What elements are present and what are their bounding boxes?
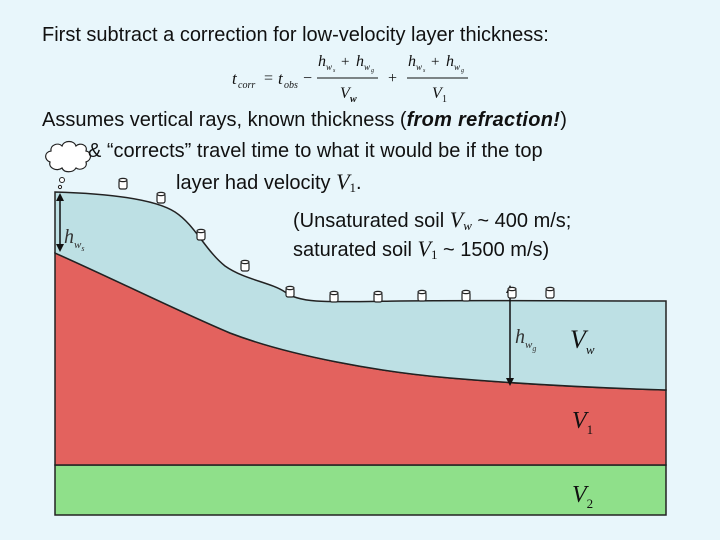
sat-var: V bbox=[417, 236, 431, 261]
unsaturated-layer bbox=[54, 191, 667, 391]
formula-plus: + bbox=[388, 70, 397, 87]
geophone-icon bbox=[156, 191, 166, 204]
geophone-icon bbox=[545, 286, 555, 299]
v2-label: V2 bbox=[572, 482, 594, 511]
frac1-wg: w bbox=[364, 62, 370, 72]
formula-t-obs: t bbox=[278, 69, 284, 88]
assumption-text-pre: Assumes vertical rays, known thickness ( bbox=[42, 109, 407, 131]
sat-post: ~ 1500 m/s) bbox=[437, 239, 550, 261]
vw-label: Vw bbox=[570, 325, 595, 358]
frac2-h1: h bbox=[408, 53, 416, 70]
geophone-icon bbox=[461, 289, 471, 302]
geophone-icon bbox=[240, 259, 250, 272]
unsat-post: ~ 400 m/s; bbox=[471, 210, 572, 232]
corrects-text: & “corrects” travel time to what it woul… bbox=[88, 140, 543, 162]
geophone-icon bbox=[329, 290, 339, 303]
formula-equals: = bbox=[264, 70, 273, 87]
frac2-den-sub: 1 bbox=[442, 94, 447, 105]
unsat-pre: (Unsaturated soil bbox=[293, 210, 450, 232]
formula-lhs: t bbox=[232, 69, 238, 88]
geophone-icon bbox=[417, 289, 427, 302]
formula-minus: − bbox=[303, 70, 312, 87]
frac2-wg: w bbox=[454, 62, 460, 72]
formula-t-obs-sub: obs bbox=[284, 80, 298, 91]
assumption-text: Assumes vertical rays, known thickness (… bbox=[42, 109, 567, 132]
intro-text: First subtract a correction for low-velo… bbox=[42, 24, 549, 46]
frac1-den: V bbox=[340, 85, 352, 102]
frac2-ws: w bbox=[416, 62, 422, 72]
saturated-soil-text: saturated soil V1 ~ 1500 m/s) bbox=[293, 236, 549, 263]
hws-label: hws bbox=[64, 226, 85, 254]
velocity-var-sub: 1 bbox=[349, 180, 357, 195]
formula-lhs-sub: corr bbox=[238, 80, 255, 91]
geophone-icon bbox=[285, 285, 295, 298]
assumption-emphasis: from refraction! bbox=[406, 109, 561, 131]
geophone-icon bbox=[118, 177, 128, 190]
frac1-den-sub: w bbox=[350, 94, 357, 105]
velocity-var: V bbox=[336, 169, 350, 194]
geophone-icon bbox=[507, 286, 517, 299]
frac1-h2: h bbox=[356, 53, 364, 70]
geophone-icon bbox=[196, 228, 206, 241]
assumption-text-post: ) bbox=[560, 109, 567, 131]
frac2-plus: + bbox=[431, 54, 439, 70]
frac1-plus: + bbox=[341, 54, 349, 70]
velocity-text: layer had velocity V1. bbox=[176, 169, 362, 196]
velocity-text-post: . bbox=[356, 172, 362, 194]
hwg-label: hwg bbox=[515, 326, 537, 354]
hws-thickness-arrow bbox=[56, 193, 64, 252]
frac1-ws: w bbox=[326, 62, 332, 72]
unsaturated-soil-text: (Unsaturated soil Vw ~ 400 m/s; bbox=[293, 207, 571, 234]
unsat-var-sub: w bbox=[463, 218, 472, 233]
correction-formula: t corr = t obs − h w s + h w g V w + h w… bbox=[232, 53, 468, 105]
unsat-var: V bbox=[449, 207, 464, 232]
thought-bubble-icon bbox=[45, 140, 92, 190]
geophone-icon bbox=[373, 290, 383, 303]
frac2-h2: h bbox=[446, 53, 454, 70]
geophone-icons bbox=[118, 177, 555, 303]
velocity-text-pre: layer had velocity bbox=[176, 172, 337, 194]
frac1-ws-sub: s bbox=[333, 68, 336, 74]
v1-label: V1 bbox=[572, 408, 594, 437]
frac2-wg-sub: g bbox=[461, 68, 464, 74]
frac2-den: V bbox=[432, 85, 444, 102]
frac1-wg-sub: g bbox=[371, 68, 374, 74]
bedrock-layer bbox=[54, 464, 667, 516]
frac1-h1: h bbox=[318, 53, 326, 70]
sat-pre: saturated soil bbox=[293, 239, 418, 261]
frac2-ws-sub: s bbox=[423, 68, 426, 74]
sat-var-sub: 1 bbox=[430, 247, 438, 262]
